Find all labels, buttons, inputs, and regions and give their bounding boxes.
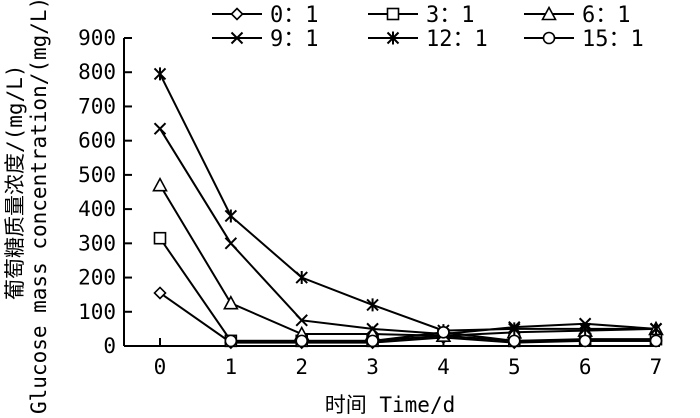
x-tick-label: 5 (508, 355, 521, 379)
legend-item: 9：1 (212, 27, 319, 52)
x-tick-label: 6 (579, 355, 592, 379)
x-tick-label: 7 (650, 355, 663, 379)
y-tick-label: 200 (78, 266, 116, 290)
data-point (224, 237, 238, 250)
x-tick-label: 0 (154, 355, 167, 379)
y-tick-label: 600 (78, 129, 116, 153)
data-point (153, 231, 167, 245)
legend-label: 9：1 (270, 27, 319, 52)
data-point (578, 334, 592, 348)
x-axis-title: 时间 Time/d (325, 393, 456, 417)
data-point (366, 322, 379, 336)
data-point (366, 334, 379, 348)
data-point (224, 334, 238, 348)
legend-label: 3：1 (426, 3, 475, 28)
data-point (295, 314, 308, 327)
y-tick-label: 0 (103, 334, 116, 358)
x-tick-label: 3 (366, 355, 379, 379)
data-point (295, 271, 308, 285)
legend-marker (386, 7, 400, 21)
legend-marker (230, 31, 244, 45)
x-ticks: 0 1 2 3 4 5 6 7 (154, 338, 663, 379)
data-point (649, 334, 663, 348)
data-point (507, 334, 521, 348)
y-tick-label: 100 (78, 300, 116, 324)
y-tick-label: 300 (78, 231, 116, 255)
y-tick-label: 500 (78, 163, 116, 187)
legend-label: 0：1 (270, 3, 319, 28)
legend-marker (542, 31, 556, 45)
data-point (153, 286, 167, 300)
data-point (295, 334, 309, 348)
data-point (153, 122, 167, 135)
data-point (223, 295, 239, 310)
legend-label: 6：1 (582, 3, 631, 28)
data-point (153, 67, 167, 81)
legend-item: 15：1 (524, 27, 644, 52)
legend-item: 3：1 (368, 3, 475, 28)
series-markers (152, 67, 664, 350)
series-line-3 (159, 128, 657, 336)
y-tick-label: 700 (78, 94, 116, 118)
x-tick-label: 2 (295, 355, 308, 379)
legend-label: 15：1 (582, 27, 644, 52)
x-tick-label: 1 (225, 355, 238, 379)
y-ticks: 0 100 200 300 400 500 600 700 800 900 (78, 26, 132, 358)
legend-item: 12：1 (368, 27, 488, 52)
series-line-2 (159, 184, 657, 337)
x-tick-label: 4 (437, 355, 450, 379)
y-axis-title-cn: 葡萄糖质量浓度/(mg/L) (3, 64, 27, 300)
legend-label: 12：1 (426, 27, 488, 52)
data-point (649, 322, 663, 336)
legend-item: 6：1 (524, 3, 631, 28)
data-point (578, 322, 592, 336)
legend-item: 0：1 (212, 3, 319, 28)
data-point (224, 209, 238, 223)
y-tick-label: 400 (78, 197, 116, 221)
series-line-4 (159, 73, 656, 332)
axes (123, 38, 660, 347)
data-point (508, 322, 521, 336)
y-tick-label: 900 (78, 26, 116, 50)
legend-marker (230, 7, 244, 21)
data-point (437, 326, 450, 339)
data-point (366, 298, 379, 312)
y-tick-label: 800 (78, 60, 116, 84)
data-point (152, 176, 168, 192)
legend-marker (541, 5, 557, 21)
y-axis-title-en: Glucose mass concentration/(mg/L) (27, 0, 51, 414)
legend-marker (386, 31, 400, 45)
legend: 0：1 3：1 6：1 9：1 12：1 15：1 (212, 3, 644, 52)
